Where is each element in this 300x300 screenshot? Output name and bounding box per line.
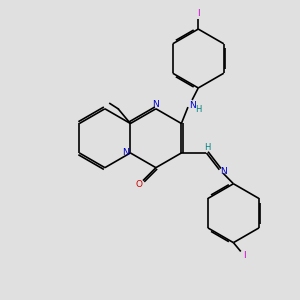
Text: I: I	[197, 9, 200, 18]
Text: N: N	[152, 100, 159, 109]
Text: N: N	[220, 167, 226, 176]
Text: H: H	[195, 105, 201, 114]
Text: N: N	[189, 100, 195, 109]
Text: O: O	[136, 180, 143, 189]
Text: I: I	[243, 251, 246, 260]
Text: N: N	[122, 148, 129, 158]
Text: H: H	[204, 142, 211, 152]
